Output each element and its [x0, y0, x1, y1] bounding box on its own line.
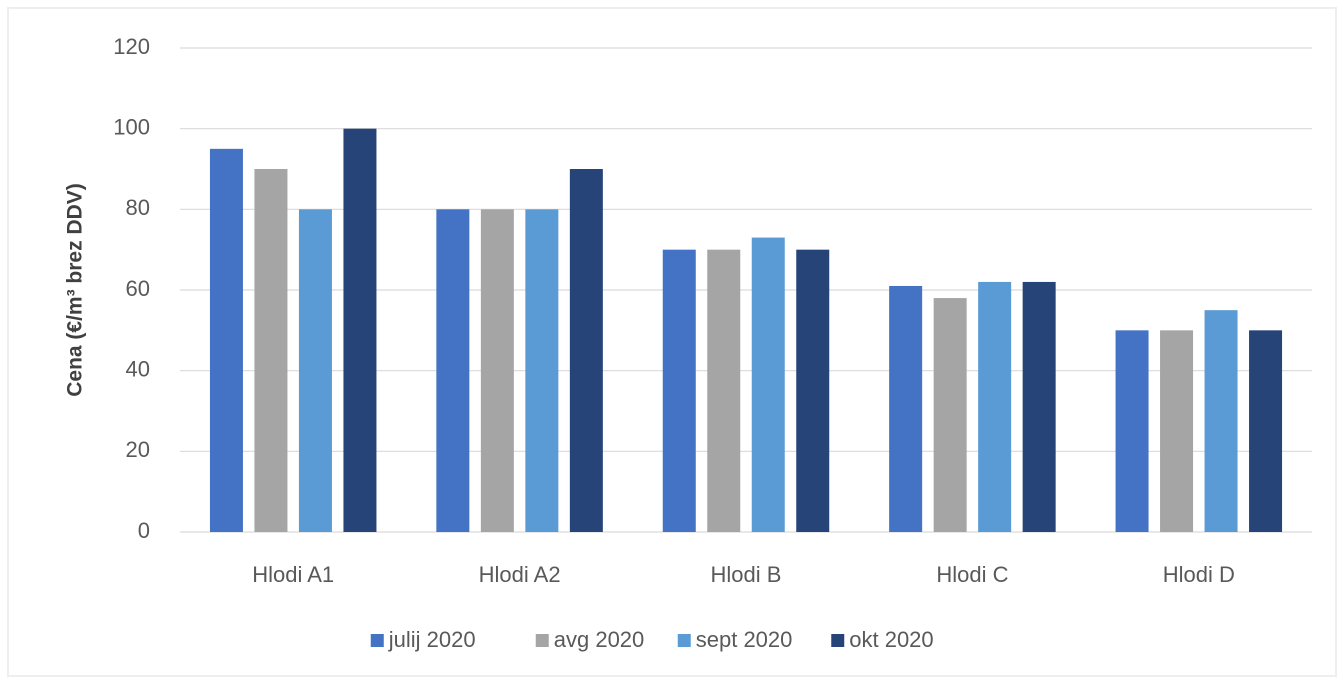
bar — [796, 249, 830, 532]
y-tick-label: 0 — [138, 518, 150, 543]
bar — [343, 128, 377, 532]
y-tick-label: 60 — [126, 276, 150, 301]
legend-swatch — [677, 634, 691, 647]
x-tick-label: Hlodi A1 — [252, 562, 334, 587]
x-tick-label: Hlodi B — [711, 562, 782, 587]
bar — [298, 209, 332, 533]
bar — [254, 169, 288, 532]
x-tick-label: Hlodi D — [1163, 562, 1235, 587]
bar — [480, 209, 514, 533]
legend-swatch — [831, 634, 845, 647]
bar — [1115, 330, 1149, 532]
bar — [1249, 330, 1283, 532]
legend-swatch — [535, 634, 549, 647]
bar — [707, 249, 741, 532]
bar — [1204, 310, 1238, 532]
y-tick-label: 120 — [113, 34, 150, 59]
y-tick-label: 20 — [126, 437, 150, 462]
y-tick-label: 80 — [126, 195, 150, 220]
y-tick-label: 100 — [113, 114, 150, 139]
bar — [209, 148, 243, 533]
bar — [978, 281, 1012, 532]
legend-swatch — [370, 634, 384, 647]
bar — [662, 249, 696, 532]
bar — [1022, 281, 1056, 532]
bar — [569, 169, 603, 532]
x-tick-label: Hlodi C — [936, 562, 1008, 587]
bar — [751, 237, 785, 533]
y-axis-label: Cena (€/m³ brez DDV) — [64, 183, 87, 397]
bar — [933, 298, 967, 532]
x-tick-label: Hlodi A2 — [479, 562, 561, 587]
bar — [889, 285, 923, 532]
legend-label: sept 2020 — [696, 627, 793, 652]
bar — [525, 209, 559, 533]
bar — [1160, 330, 1194, 532]
legend-label: okt 2020 — [849, 627, 933, 652]
y-tick-label: 40 — [126, 356, 150, 381]
legend-label: avg 2020 — [554, 627, 645, 652]
legend-label: julij 2020 — [388, 627, 476, 652]
bar — [436, 209, 470, 533]
